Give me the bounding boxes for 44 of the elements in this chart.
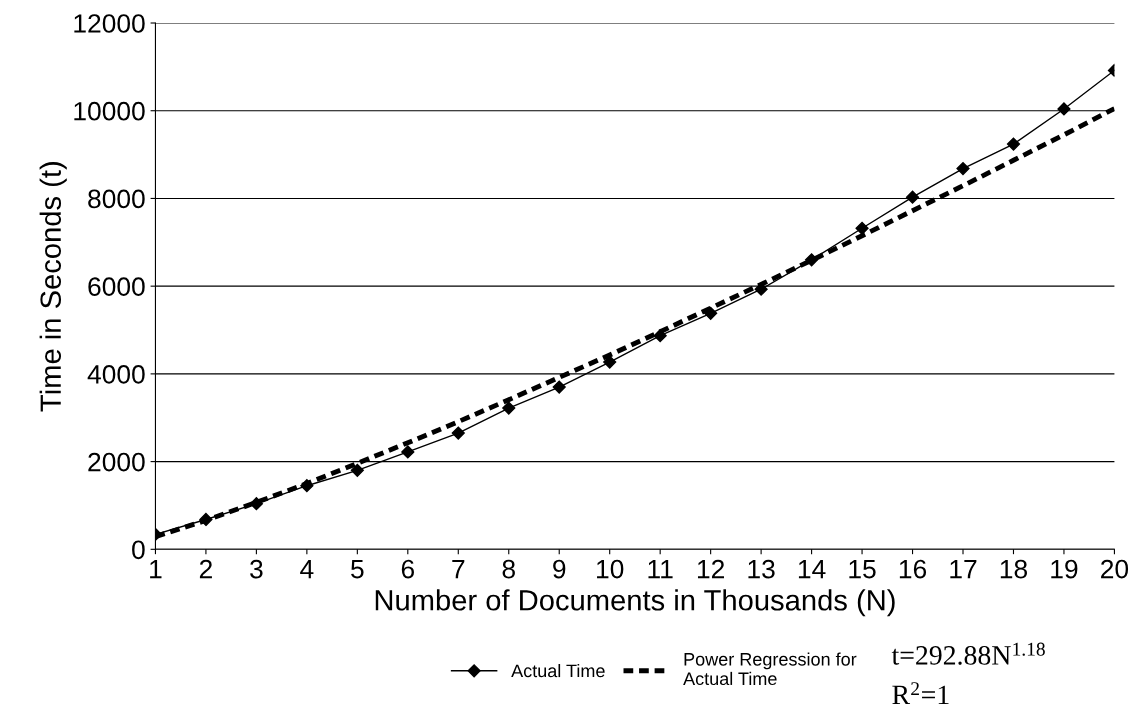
text: t=292.88N$^{1.18}$ <box>891 642 1045 665</box>
x-tick-label: 8 <box>502 559 515 579</box>
point <box>855 221 869 235</box>
x-tick-label: 19 <box>1051 559 1078 579</box>
text: R$^{2}$=1 <box>892 682 949 704</box>
x-tick-label: 5 <box>351 560 364 579</box>
x-tick-label: 1 <box>150 560 162 579</box>
point <box>905 190 920 204</box>
x-tick-label: 20 <box>1101 559 1129 579</box>
point <box>1006 137 1021 151</box>
point <box>956 162 970 176</box>
legend-label: Actual Time <box>511 664 605 678</box>
y-tick-label: 0 <box>132 540 145 560</box>
x-tick-label: 12 <box>697 559 724 579</box>
y-tick-label: 4000 <box>87 365 145 384</box>
y-tick-label: 12000 <box>74 14 145 33</box>
x-tick-label: 14 <box>798 560 826 579</box>
x-axis-title: Number of Documents in Thousands (N) <box>375 589 895 617</box>
x-tick-label: 6 <box>401 559 414 579</box>
y-tick-label: 2000 <box>88 452 145 472</box>
x-tick-label: 7 <box>452 560 465 579</box>
x-tick-label: 3 <box>250 559 263 579</box>
point <box>350 463 364 477</box>
y-tick-label: 6000 <box>88 277 145 296</box>
point <box>552 380 566 394</box>
y-axis-title: Time in Seconds (t) <box>39 162 67 412</box>
point <box>1057 102 1071 116</box>
legend-label: Power Regression for Actual Time <box>683 652 857 686</box>
x-tick-label: 13 <box>748 559 775 579</box>
point <box>502 401 516 415</box>
x-tick-label: 4 <box>300 560 314 579</box>
x-tick-label: 17 <box>950 560 977 579</box>
point <box>603 355 617 369</box>
x-tick-label: 16 <box>899 559 927 579</box>
y-tick-label: 8000 <box>88 189 145 209</box>
point <box>401 445 415 459</box>
x-tick-label: 15 <box>849 560 876 579</box>
point <box>451 426 465 440</box>
x-tick-label: 10 <box>597 559 624 579</box>
y-tick-label: 10000 <box>74 101 145 121</box>
x-tick-label: 11 <box>648 560 673 579</box>
x-tick-label: 18 <box>1000 559 1028 579</box>
x-tick-label: 9 <box>553 559 566 579</box>
x-tick-label: 2 <box>199 559 212 579</box>
